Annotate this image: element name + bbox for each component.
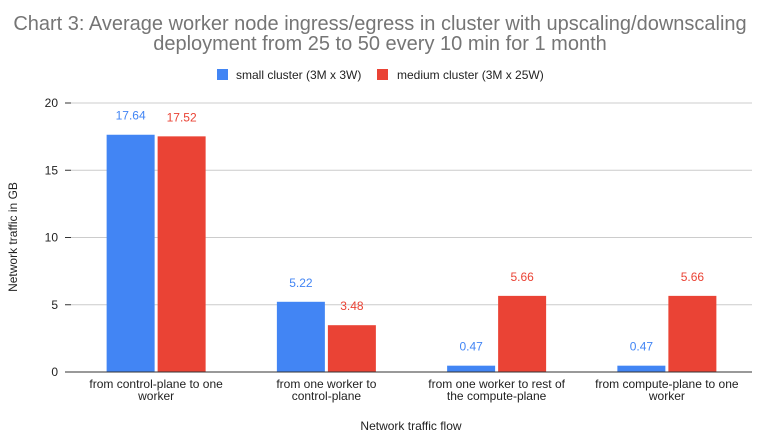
x-tick-label: from one worker to [276,377,376,391]
bar-medium-cluster-2 [327,325,376,372]
bar-small-cluster-2 [276,301,325,372]
y-tick-label: 0 [51,365,58,379]
data-label: 3.48 [340,299,364,313]
legend-swatch-small-cluster [217,69,228,80]
legend: small cluster (3M x 3W) medium cluster (… [217,68,544,82]
data-label: 5.66 [681,270,705,284]
data-label: 0.47 [459,340,483,354]
bar-small-cluster-1 [106,134,155,372]
x-tick-label: control-plane [292,389,362,403]
bar-medium-cluster-4 [668,295,717,372]
data-label: 5.66 [510,270,534,284]
x-tick-label: from compute-plane to one [595,377,739,391]
data-label: 17.64 [116,109,146,123]
legend-swatch-medium-cluster [377,69,388,80]
bar-small-cluster-3 [447,365,496,372]
y-tick-label: 10 [45,231,59,245]
x-axis-title: Network traffic flow [360,419,461,433]
legend-label-small-cluster: small cluster (3M x 3W) [236,68,361,82]
y-tick-label: 15 [45,163,59,177]
chart-title-line-2: deployment from 25 to 50 every 10 min fo… [153,33,607,55]
data-label: 17.52 [167,110,197,124]
x-tick-label: worker [137,389,174,403]
x-tick-label: from control-plane to one [89,377,223,391]
y-tick-label: 5 [51,298,58,312]
bars [106,134,717,372]
bar-medium-cluster-1 [157,136,206,372]
chart-title-line-1: Chart 3: Average worker node ingress/egr… [13,13,746,35]
y-axis-title: Network traffic in GB [6,182,20,292]
x-tick-label: from one worker to rest of [428,377,565,391]
bar-medium-cluster-3 [498,295,547,372]
data-labels: 17.64 17.52 5.22 3.48 0.47 5.66 0.47 5.66 [116,109,705,354]
data-label: 0.47 [630,340,654,354]
legend-label-medium-cluster: medium cluster (3M x 25W) [397,68,544,82]
y-axis-ticks: 0 5 10 15 20 [45,96,59,379]
bar-small-cluster-4 [617,365,666,372]
y-tick-label: 20 [45,96,59,110]
data-label: 5.22 [289,276,313,290]
x-tick-label: the compute-plane [447,389,547,403]
x-tick-label: worker [648,389,685,403]
